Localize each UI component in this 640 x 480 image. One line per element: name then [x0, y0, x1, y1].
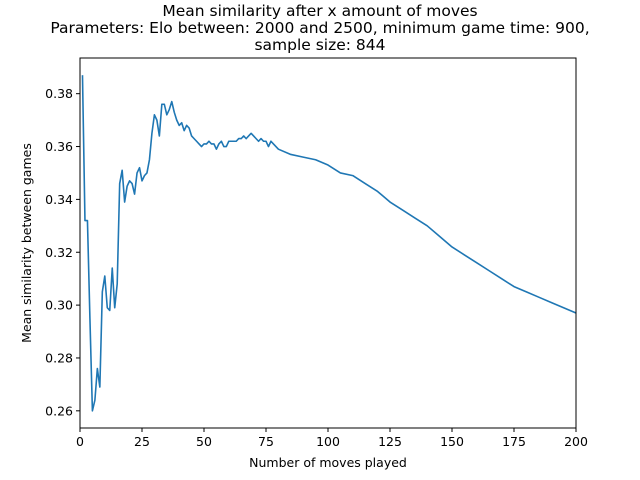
chart-title-line-1: Mean similarity after x amount of moves [162, 2, 478, 20]
y-tick-label: 0.38 [45, 86, 73, 101]
plot-frame [79, 57, 577, 429]
x-tick-label: 25 [134, 434, 150, 449]
x-tick-label: 50 [196, 434, 212, 449]
x-tick-label: 0 [76, 434, 84, 449]
y-axis-label: Mean similarity between games [19, 143, 34, 343]
x-tick-label: 75 [258, 434, 274, 449]
x-tick-label: 175 [502, 434, 526, 449]
y-tick-label: 0.32 [45, 245, 73, 260]
x-tick-label: 100 [316, 434, 340, 449]
y-tick-label: 0.30 [45, 298, 73, 313]
y-tick-label: 0.28 [45, 350, 73, 365]
y-tick-label: 0.34 [45, 192, 73, 207]
y-tick-label: 0.26 [45, 403, 73, 418]
x-axis-label: Number of moves played [249, 455, 407, 470]
x-tick-label: 150 [440, 434, 464, 449]
x-tick-label: 125 [378, 434, 402, 449]
chart-title-line-2: Parameters: Elo between: 2000 and 2500, … [50, 19, 590, 37]
chart-title-line-3: sample size: 844 [254, 36, 386, 54]
axis-ticks-layer: 0 25 50 75 100 125 150 175 200 0.26 0.28 0.30 0.32 0.… [45, 86, 588, 449]
series-line-0 [81, 75, 577, 412]
x-tick-label: 200 [564, 434, 588, 449]
plot-data-layer [81, 75, 577, 412]
y-tick-label: 0.36 [45, 139, 73, 154]
